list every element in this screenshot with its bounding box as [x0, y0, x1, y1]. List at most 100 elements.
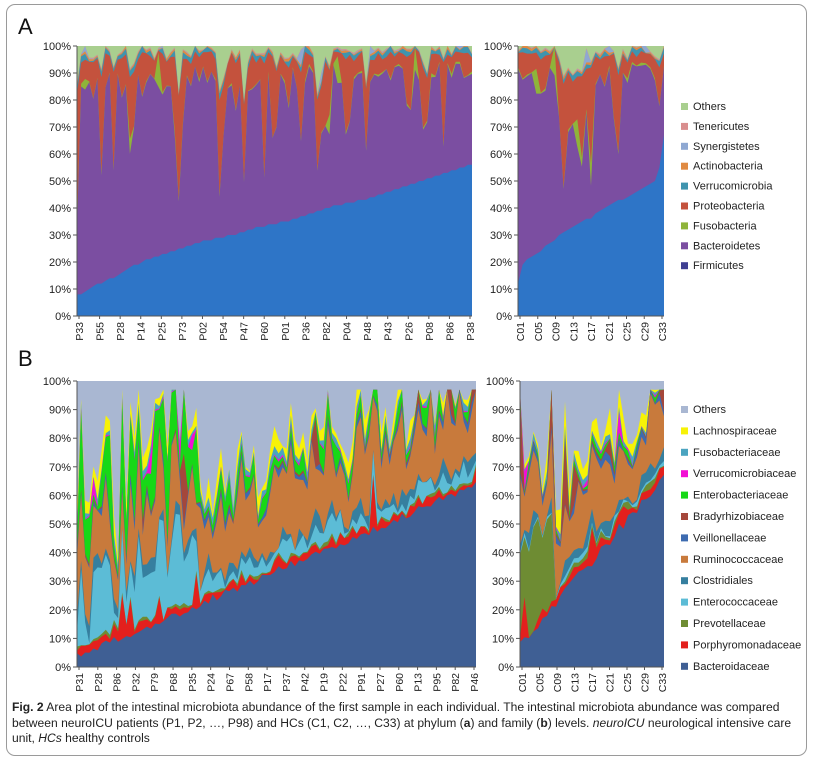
- caption-a: a: [463, 715, 471, 730]
- panel-b-hcs-axes: 0% 10% 20% 30% 40% 50% 60% 70% 80% 90% 100% C01 C05 C…: [486, 376, 669, 692]
- panel-b-hcs-y-tick-label: 100%: [486, 376, 514, 388]
- panel-b-neuroicu-y-tick-label: 10%: [49, 633, 71, 645]
- panel-b-neuroicu-y-tick-label: 20%: [49, 605, 71, 617]
- panel-b-neuroicu-y-tick-label: 30%: [49, 576, 71, 588]
- panel-b-neuroicu-areas: [77, 381, 476, 667]
- legend-b-swatch: [681, 491, 688, 499]
- panel-a-neuroicu-x-tick-label: P33: [74, 322, 86, 341]
- panel-b-hcs-y-tick-label: 0%: [498, 662, 514, 674]
- panel-a-neuroicu-x-tick-label: P43: [383, 322, 395, 341]
- panel-a-hcs-x-tick-label: C13: [568, 322, 580, 341]
- panel-a-hcs-x-tick-label: C09: [551, 322, 563, 341]
- legend-b-swatch: [681, 406, 688, 413]
- legend-b-label: Ruminococcaceae: [693, 554, 784, 566]
- panel-b-neuroicu-x-tick-label: P68: [168, 673, 180, 692]
- panel-b-neuroicu-x-tick-label: P22: [337, 673, 349, 692]
- panel-b-neuroicu-x-tick-label: P24: [206, 673, 218, 692]
- panel-b-neuroicu-y-tick-label: 70%: [49, 462, 71, 474]
- panel-b-hcs-y-tick-label: 70%: [492, 462, 514, 474]
- panel-a-hcs-y-tick-label: 20%: [490, 257, 512, 269]
- panel-a-neuroicu-y-tick-label: 80%: [49, 95, 71, 107]
- panel-a-neuroicu-x-tick-label: P04: [342, 322, 354, 341]
- figure-canvas: A B 0% 10% 20% 30% 40% 50% 60% 70% 80% 90% 100% P33 P5…: [18, 14, 801, 692]
- legend-b-swatch: [681, 427, 688, 435]
- panel-b-neuroicu-x-tick-label: P32: [130, 673, 142, 692]
- legend-b-swatch: [681, 620, 688, 627]
- panel-b-hcs-y-tick-label: 90%: [492, 405, 514, 417]
- panel-a-legend: Others Tenericutes Synergistetes Actinobact…: [681, 101, 773, 272]
- panel-a-neuroicu-x-tick-label: P47: [239, 322, 251, 341]
- legend-a-label: Firmicutes: [693, 260, 744, 272]
- legend-a-label: Actinobacteria: [693, 161, 764, 173]
- panel-a-hcs-y-tick-label: 30%: [490, 230, 512, 242]
- legend-b-label: Others: [693, 404, 727, 416]
- panel-b-hcs-y-tick-label: 30%: [492, 576, 514, 588]
- panel-b-hcs-x-tick-label: C09: [552, 673, 564, 692]
- panel-a-hcs-y-tick-label: 80%: [490, 95, 512, 107]
- panel-b-neuroicu-x-tick-label: P17: [262, 673, 274, 692]
- panel-a-neuroicu-x-tick-label: P28: [115, 322, 127, 341]
- panel-a-neuroicu-x-tick-label: P36: [300, 322, 312, 341]
- panel-a-hcs-x-tick-label: C17: [586, 322, 598, 341]
- panel-a-hcs-axes: 0% 10% 20% 30% 40% 50% 60% 70% 80% 90% 100% C01 C05 C…: [484, 41, 669, 341]
- panel-a-hcs-area-0: [518, 135, 664, 316]
- panel-b-neuroicu-y-tick-label: 80%: [49, 433, 71, 445]
- panel-a-neuroicu-area-0: [77, 164, 472, 316]
- panel-b-hcs-x-tick-label: C25: [622, 673, 634, 692]
- panel-a-hcs-x-tick-label: C05: [533, 322, 545, 341]
- panel-b-hcs-x-tick-label: C17: [587, 673, 599, 692]
- panel-label-a: A: [18, 14, 33, 39]
- panel-b-hcs-y-tick-label: 10%: [492, 633, 514, 645]
- panel-a-hcs-y-tick-label: 50%: [490, 176, 512, 188]
- panel-b-hcs-y-tick-label: 50%: [492, 519, 514, 531]
- panel-b-neuroicu-x-tick-label: P82: [450, 673, 462, 692]
- panel-b-neuroicu-y-tick-label: 50%: [49, 519, 71, 531]
- legend-b-label: Veillonellaceae: [693, 532, 766, 544]
- panel-a-hcs-areas: [518, 46, 664, 317]
- legend-a-swatch: [681, 202, 688, 210]
- panel-a-hcs-y-tick-label: 40%: [490, 203, 512, 215]
- panel-a-hcs-x-tick-label: C33: [657, 322, 669, 341]
- panel-a-neuroicu-x-tick-label: P73: [177, 322, 189, 341]
- panel-a-neuroicu-x-tick-label: P01: [280, 322, 292, 341]
- panel-a-neuroicu-x-tick-label: P86: [444, 322, 456, 341]
- panel-a-hcs-y-tick-label: 90%: [490, 68, 512, 80]
- panel-a-hcs-y-tick-label: 60%: [490, 149, 512, 161]
- panel-b-neuroicu-x-tick-label: P42: [300, 673, 312, 692]
- caption-text-3: ) levels.: [547, 715, 593, 730]
- panel-b-hcs-x-tick-label: C13: [570, 673, 582, 692]
- panel-b-neuroicu-y-tick-label: 40%: [49, 548, 71, 560]
- panel-b-hcs-x-tick-label: C01: [517, 673, 529, 692]
- legend-b-swatch: [681, 662, 688, 670]
- panel-a-hcs-y-tick-label: 10%: [490, 284, 512, 296]
- panel-b-neuroicu-x-tick-label: P13: [413, 673, 425, 692]
- legend-b-swatch: [681, 641, 688, 649]
- legend-a-swatch: [681, 242, 688, 250]
- panel-b-hcs-x-tick-label: C33: [657, 673, 669, 692]
- panel-b-hcs-y-tick-label: 20%: [492, 605, 514, 617]
- panel-a-neuroicu-y-tick-label: 60%: [49, 149, 71, 161]
- legend-b-label: Enterococcaceae: [693, 597, 778, 609]
- legend-b-label: Lachnospiraceae: [693, 425, 777, 437]
- panel-label-b: B: [18, 346, 33, 371]
- panel-a-hcs-y-tick-label: 100%: [484, 41, 512, 53]
- legend-a-swatch: [681, 142, 688, 150]
- legend-b-swatch: [681, 470, 688, 478]
- legend-a-label: Tenericutes: [693, 121, 750, 133]
- figure-caption: Fig. 2 Area plot of the intestinal micro…: [12, 700, 802, 747]
- legend-a-label: Verrucomicrobia: [693, 181, 773, 193]
- legend-b-label: Porphyromonadaceae: [693, 639, 801, 651]
- panel-a-neuroicu-x-tick-label: P38: [465, 322, 477, 341]
- legend-a-swatch: [681, 222, 688, 230]
- panel-a-hcs-y-tick-label: 0%: [496, 311, 512, 323]
- caption-text-1: Area plot of the intestinal microbiota a…: [12, 700, 780, 730]
- legend-b-label: Verrucomicrobiaceae: [693, 468, 796, 480]
- legend-b-label: Bacteroidaceae: [693, 661, 769, 673]
- legend-b-label: Bradyrhizobiaceae: [693, 511, 784, 523]
- panel-b-hcs-y-tick-label: 40%: [492, 548, 514, 560]
- panel-a-neuroicu-y-tick-label: 100%: [43, 41, 71, 53]
- panel-b-hcs-x-tick-label: C29: [640, 673, 652, 692]
- legend-b-swatch: [681, 534, 688, 542]
- caption-text-5: healthy controls: [61, 731, 150, 745]
- legend-a-label: Fusobacteria: [693, 220, 757, 232]
